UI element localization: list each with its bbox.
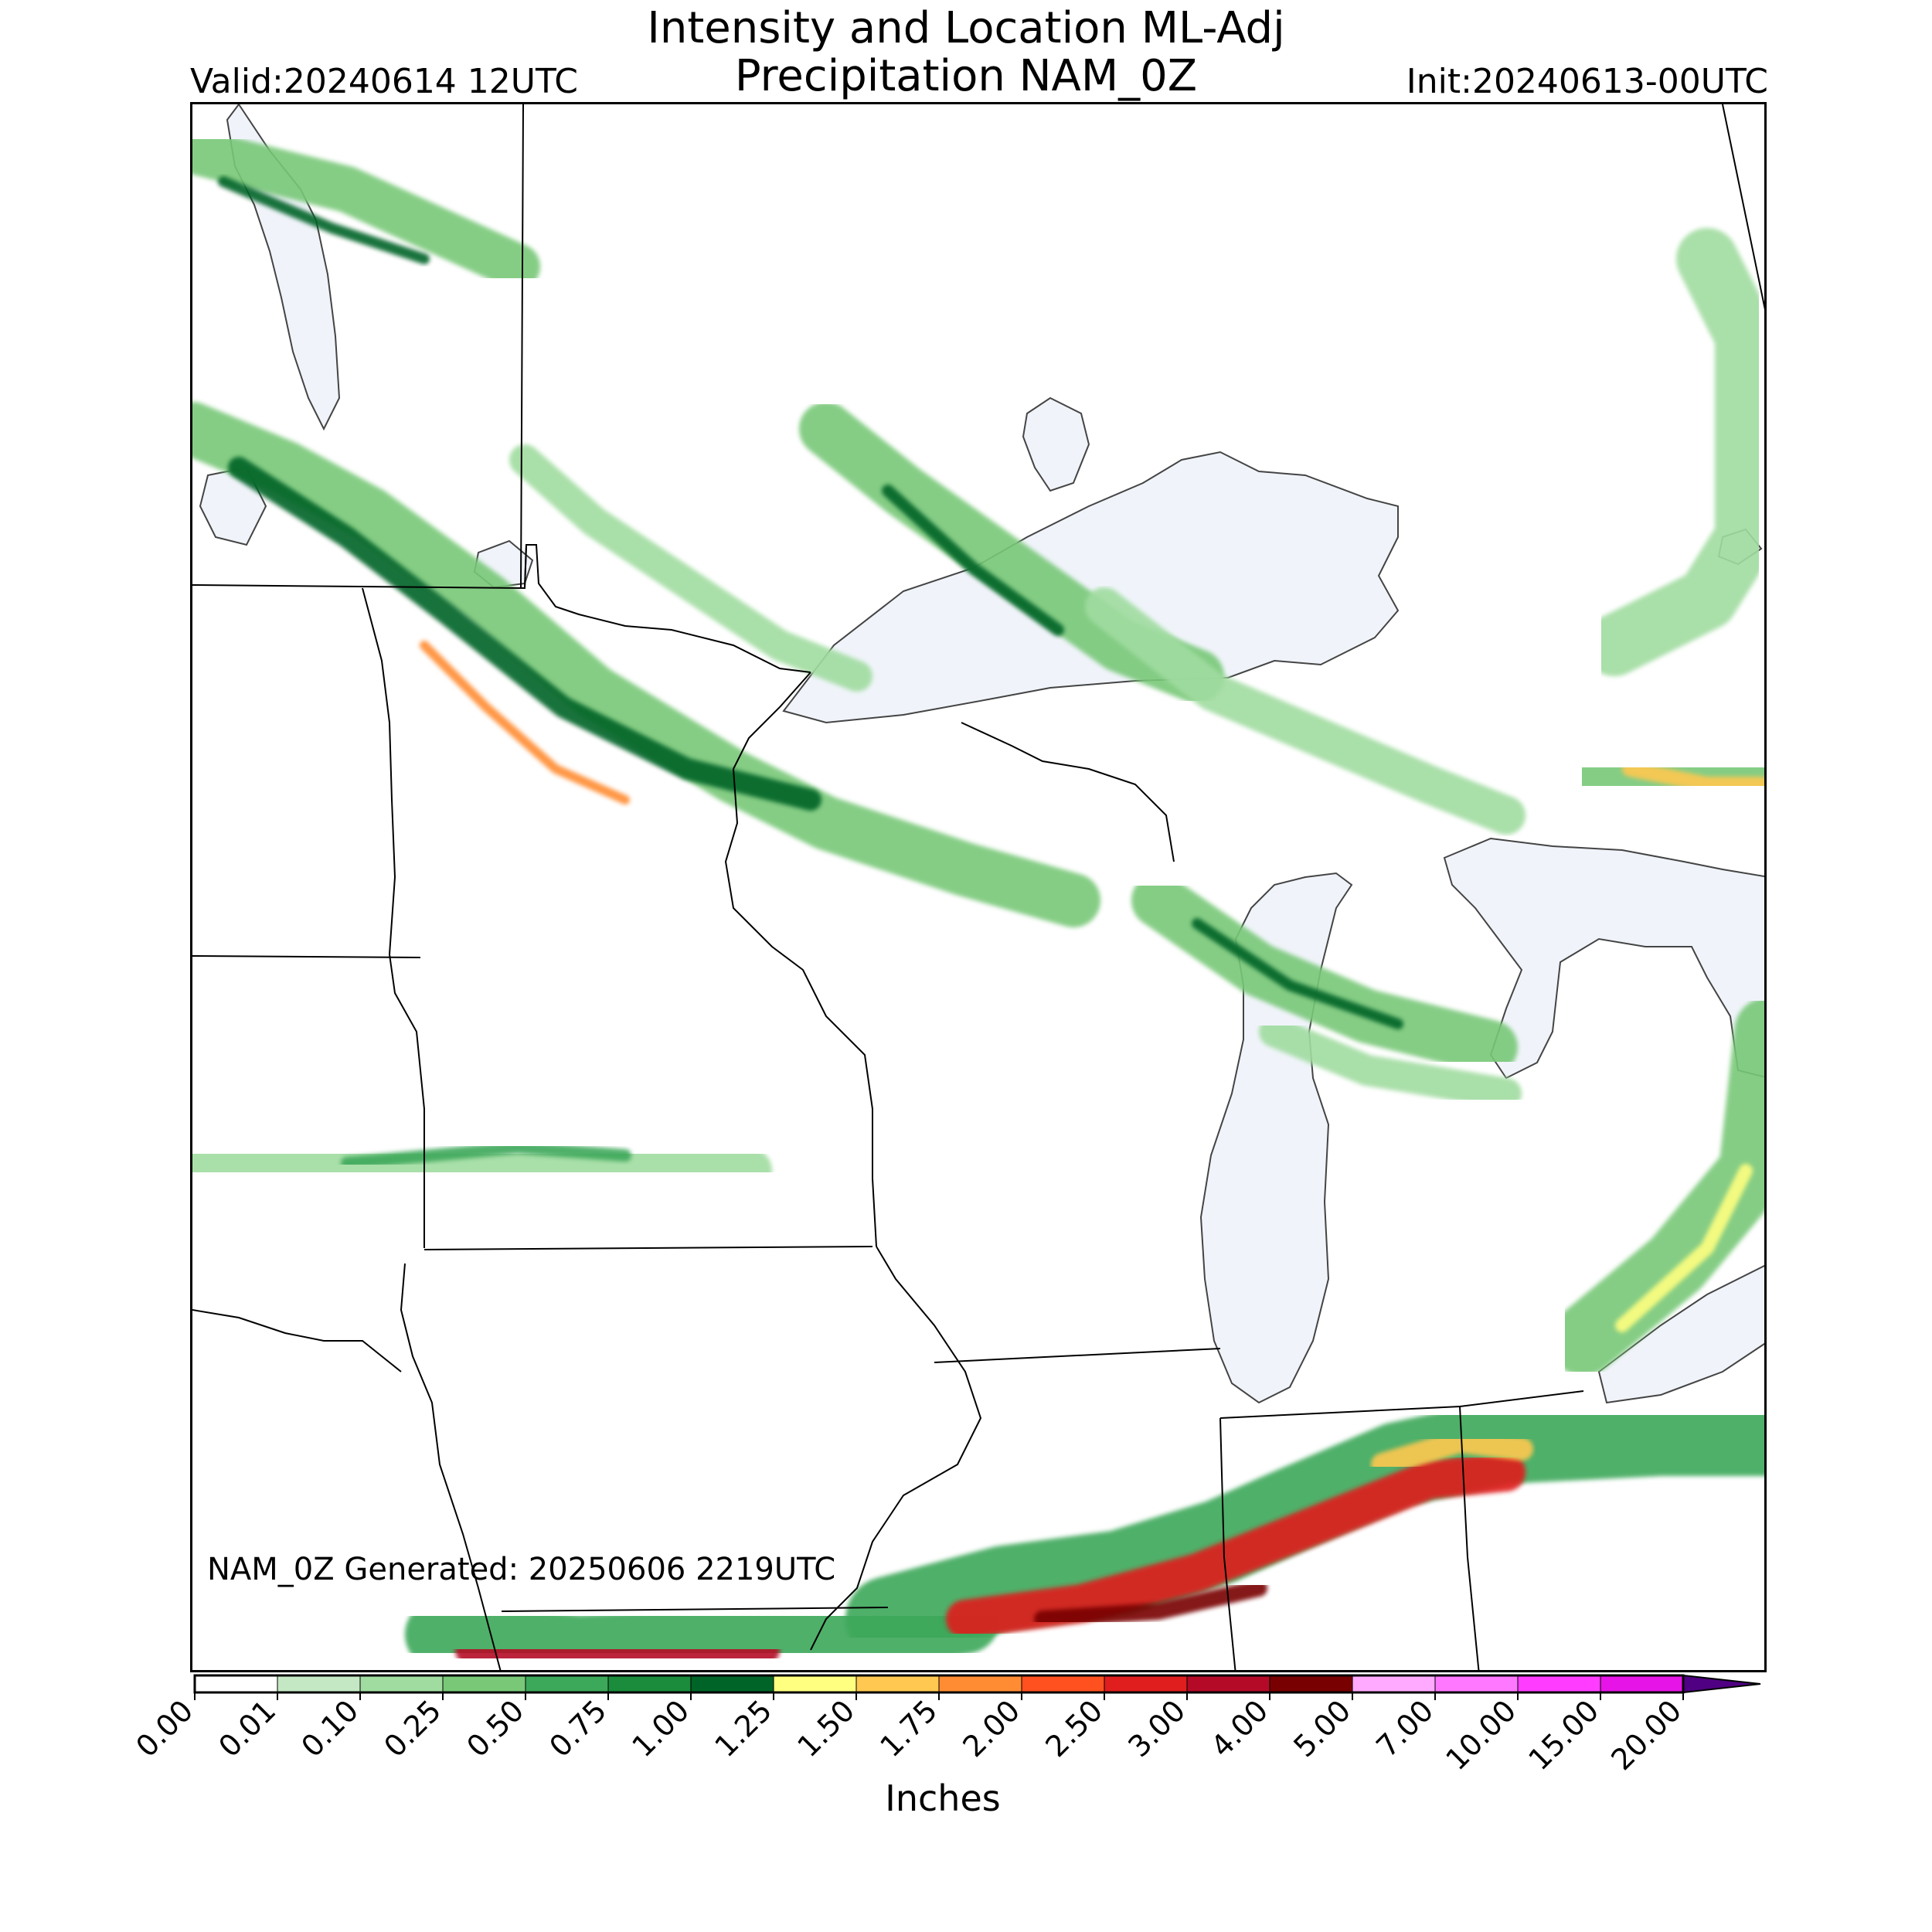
border-illinois-indiana bbox=[1219, 1417, 1236, 1670]
precip-band bbox=[1034, 1580, 1267, 1628]
colorbar-tick-label: 0.00 bbox=[129, 1693, 199, 1764]
precip-band bbox=[1583, 228, 1764, 676]
precip-band bbox=[455, 1634, 780, 1670]
init-time-label: Init:20240613-00UTC bbox=[1406, 62, 1768, 101]
colorbar-tick-label: 2.50 bbox=[1039, 1693, 1109, 1764]
colorbar-segments bbox=[193, 1674, 1761, 1694]
precip-band bbox=[192, 1132, 772, 1194]
precip-band bbox=[1615, 1164, 1753, 1332]
colorbar-tick-label: 20.00 bbox=[1604, 1693, 1688, 1777]
colorbar-tick-label: 10.00 bbox=[1439, 1693, 1522, 1777]
water-bodies bbox=[199, 104, 1764, 1404]
border-michigan-ohio bbox=[1459, 1390, 1584, 1407]
colorbar-tick-label: 0.01 bbox=[212, 1693, 282, 1764]
precip-band bbox=[228, 457, 821, 811]
precip-band bbox=[1192, 918, 1403, 1029]
border-saskatchewan-manitoba bbox=[520, 104, 524, 589]
precip-band bbox=[218, 176, 430, 264]
border-iowa-west bbox=[400, 1263, 502, 1670]
map-title-line-2: Precipitation NAM_0Z bbox=[734, 51, 1198, 101]
border-wisconsin-illinois bbox=[934, 1348, 1221, 1363]
border-iowa-missouri bbox=[501, 1607, 889, 1612]
precip-band bbox=[341, 1141, 631, 1169]
colorbar-labels: 0.00 0.01 0.10 0.25 0.50 0.75 1.00 1.25 1.50 1.75… bbox=[129, 1693, 1688, 1777]
colorbar-tick-label: 0.50 bbox=[460, 1693, 530, 1764]
border-south-dakota-nebraska bbox=[192, 1309, 402, 1372]
colorbar-tick-label: 1.50 bbox=[791, 1693, 861, 1764]
colorbar-tick-label: 0.10 bbox=[294, 1693, 365, 1764]
colorbar-tick-label: 1.25 bbox=[708, 1693, 778, 1764]
precipitation-map bbox=[190, 102, 1767, 1672]
precip-band bbox=[420, 641, 630, 804]
precip-band bbox=[192, 402, 1100, 927]
colorbar-tick-label: 0.25 bbox=[377, 1693, 447, 1764]
border-iowa-east bbox=[810, 1246, 982, 1651]
precip-band bbox=[946, 1453, 1526, 1638]
border-ontario-east bbox=[1722, 104, 1764, 310]
lake-superior bbox=[782, 451, 1400, 724]
border-indiana-ohio bbox=[1459, 1406, 1480, 1670]
colorbar-tick-label: 1.00 bbox=[625, 1693, 696, 1764]
border-north-south-dakota bbox=[192, 955, 421, 958]
precip-band bbox=[845, 1391, 1764, 1662]
colorbar bbox=[193, 1674, 1761, 1700]
border-upper-michigan-wisconsin bbox=[961, 722, 1175, 862]
colorbar-tick-label: 5.00 bbox=[1287, 1693, 1357, 1764]
border-ontario-manitoba bbox=[524, 544, 527, 589]
colorbar-tick-label: 2.00 bbox=[956, 1693, 1026, 1764]
colorbar-unit-label: Inches bbox=[885, 1777, 1001, 1819]
border-minnesota-wisconsin bbox=[724, 672, 877, 1247]
colorbar-tick-label: 1.75 bbox=[873, 1693, 944, 1764]
border-minnesota-iowa bbox=[423, 1246, 873, 1250]
precip-band bbox=[1622, 761, 1764, 792]
lake-nipigon bbox=[1022, 396, 1090, 492]
colorbar-tick-label: 7.00 bbox=[1369, 1693, 1440, 1764]
precip-band bbox=[1259, 1016, 1522, 1109]
colorbar-tick-label: 15.00 bbox=[1522, 1693, 1605, 1777]
map-canvas bbox=[192, 104, 1764, 1670]
colorbar-tick-label: 3.00 bbox=[1121, 1693, 1192, 1764]
border-indiana-michigan bbox=[1219, 1406, 1461, 1419]
precip-band bbox=[192, 128, 540, 290]
lake-huron bbox=[1443, 837, 1764, 1080]
colorbar-tick-label: 4.00 bbox=[1204, 1693, 1274, 1764]
generated-timestamp: NAM_0Z Generated: 20250606 2219UTC bbox=[207, 1552, 836, 1587]
precipitation-field bbox=[192, 128, 1764, 1670]
precip-band bbox=[1371, 1430, 1533, 1476]
valid-time-label: Valid:20240614 12UTC bbox=[190, 62, 579, 101]
political-boundaries bbox=[192, 104, 1764, 1670]
precip-band bbox=[882, 485, 1064, 636]
colorbar-ticks bbox=[194, 1692, 1684, 1700]
map-title-line-1: Intensity and Location ML-Adj bbox=[647, 3, 1285, 53]
colorbar-tick-label: 0.75 bbox=[543, 1693, 613, 1764]
precip-band bbox=[509, 444, 872, 692]
border-minnesota-west bbox=[362, 587, 425, 1248]
precip-band bbox=[1085, 587, 1526, 835]
